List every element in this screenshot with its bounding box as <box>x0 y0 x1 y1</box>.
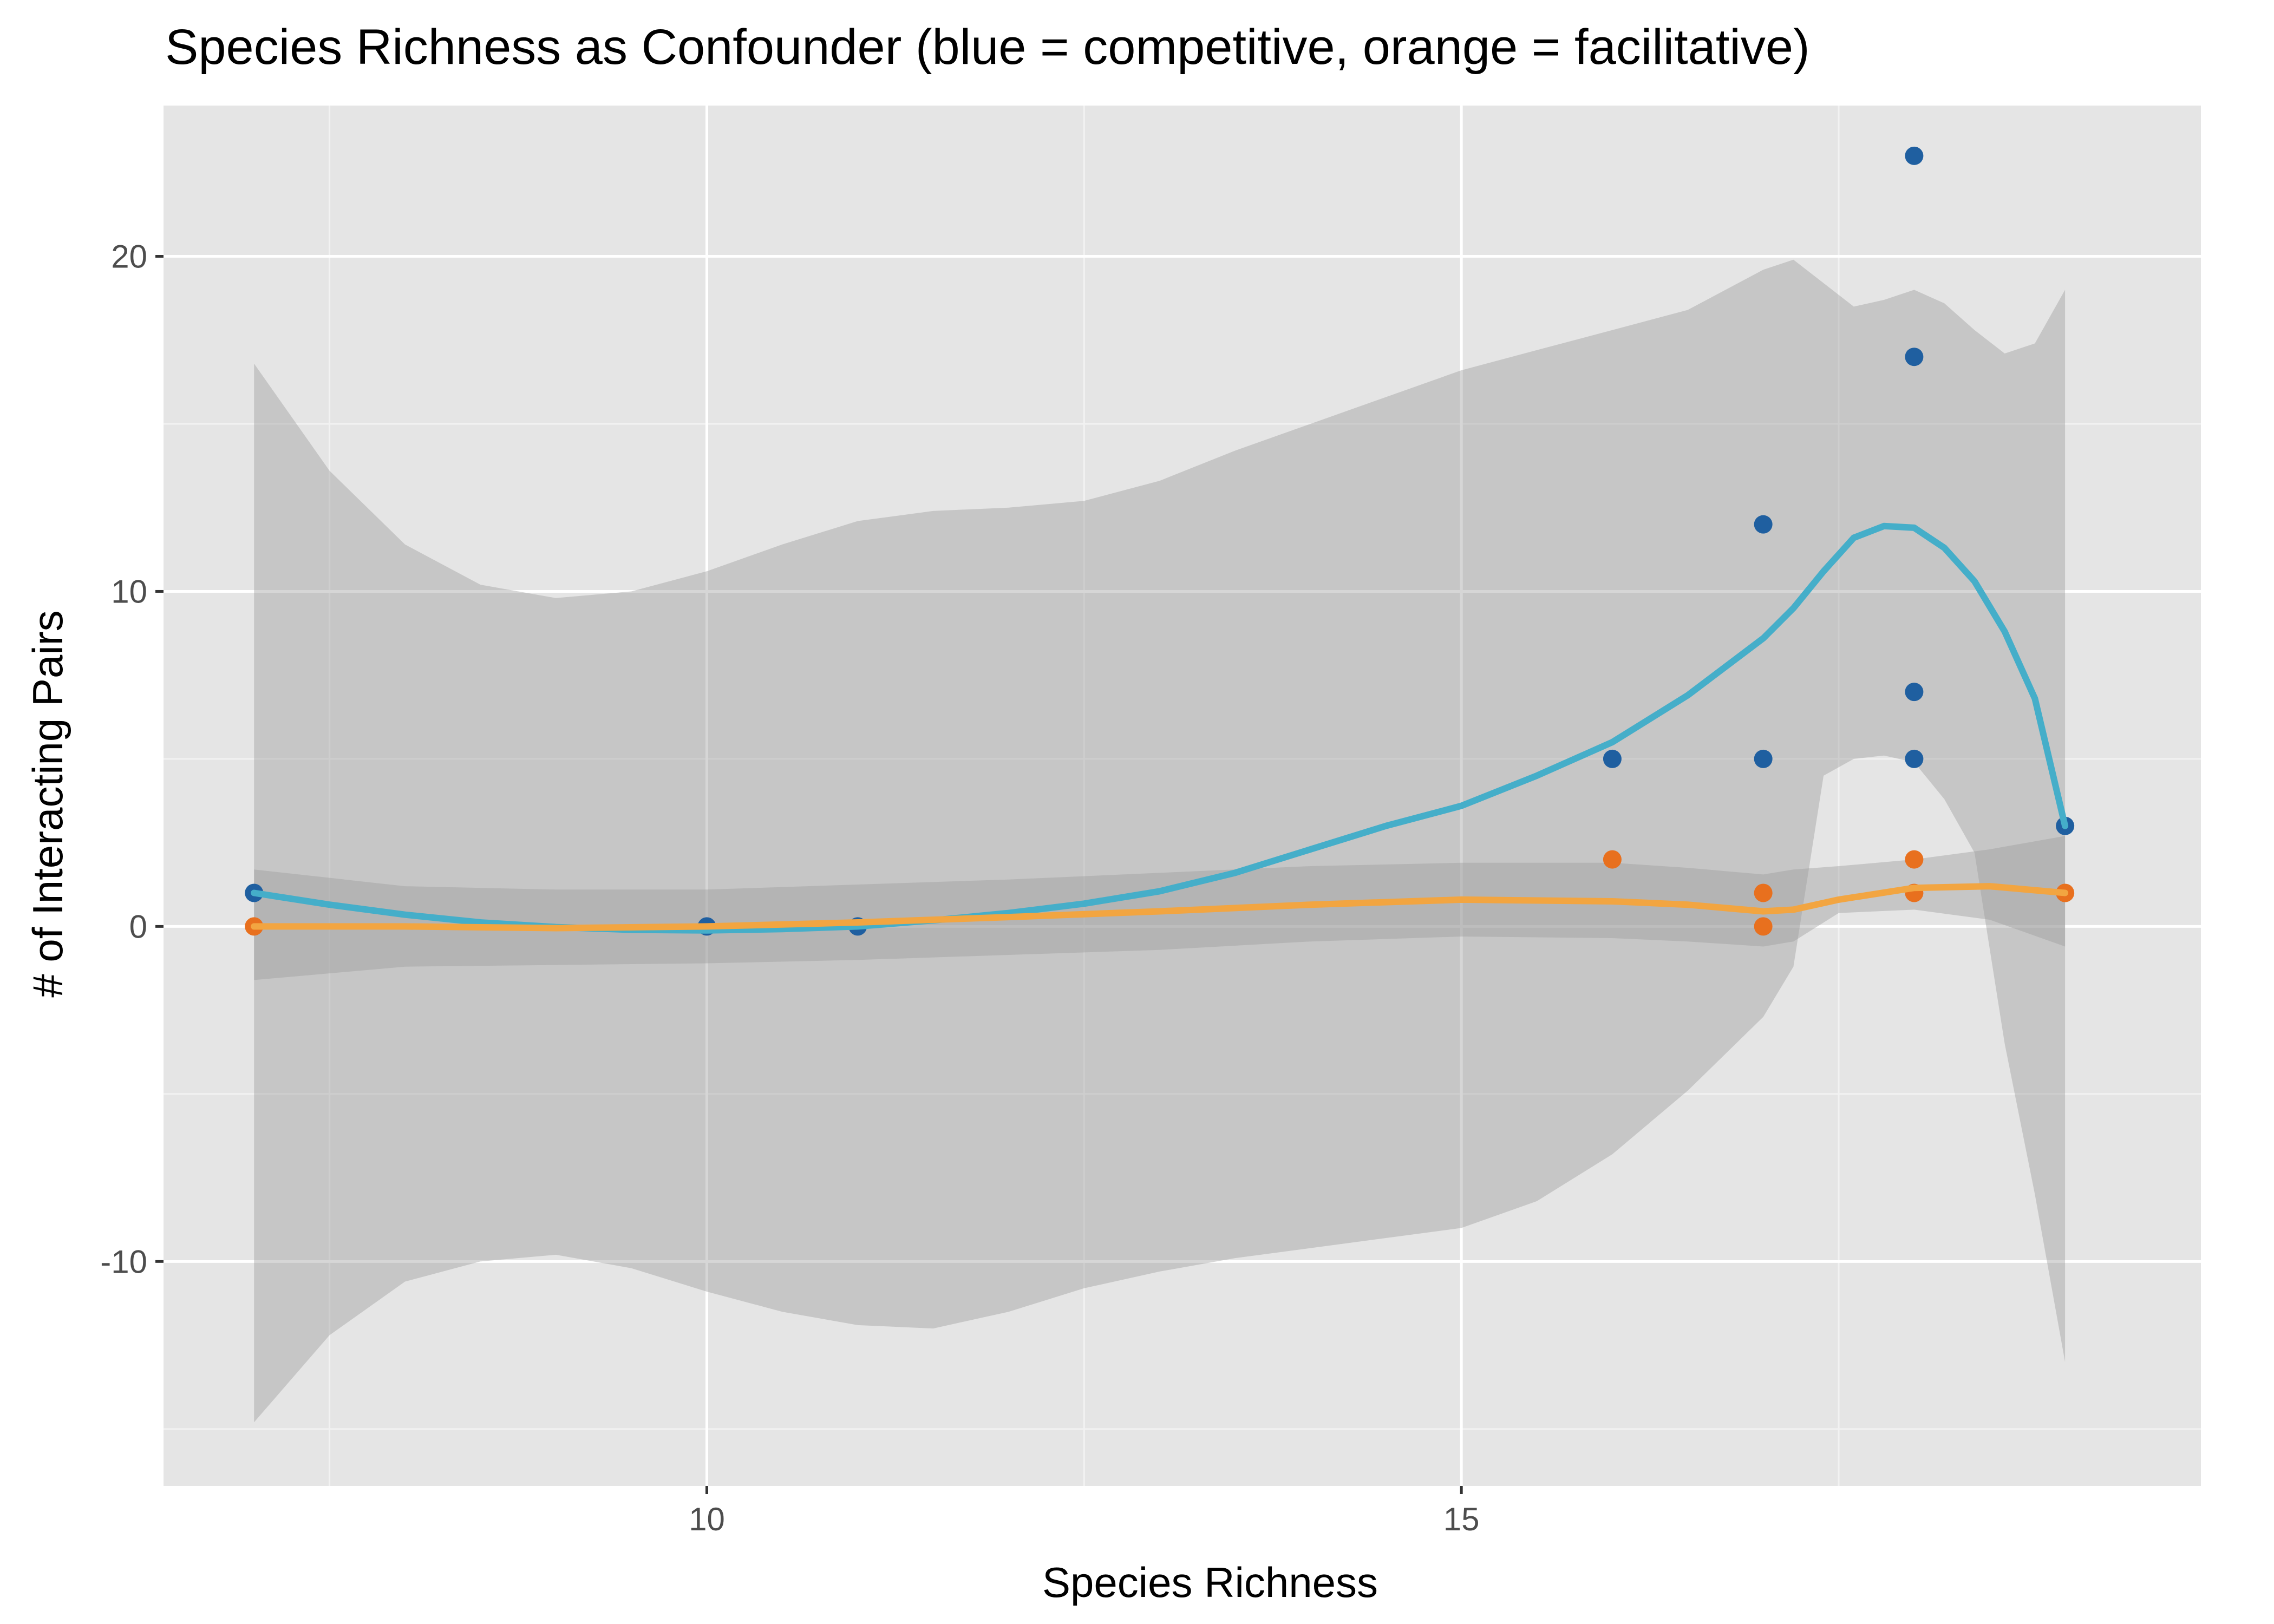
data-point-series-2 <box>1754 883 1773 902</box>
minor-gridlines <box>164 106 2201 1486</box>
y-tick-label: 0 <box>129 908 147 945</box>
data-point-series-1 <box>1905 683 1924 702</box>
smooth-lines <box>251 522 2069 934</box>
data-point-series-1 <box>1905 146 1924 165</box>
y-tick-label: 20 <box>111 239 147 275</box>
plot-panel <box>164 106 2201 1486</box>
data-point-series-1 <box>1905 348 1924 366</box>
data-point-series-2 <box>1905 850 1924 869</box>
data-point-series-1 <box>1754 749 1773 768</box>
data-point-series-1 <box>1905 749 1924 768</box>
confidence-bands <box>254 259 2066 1423</box>
y-tick-label: -10 <box>100 1243 147 1280</box>
x-tick-label: 15 <box>1443 1501 1480 1537</box>
confidence-band-2 <box>254 836 2066 980</box>
x-axis-label: Species Richness <box>1042 1558 1378 1606</box>
x-tick-label: 10 <box>689 1501 725 1537</box>
data-point-series-2 <box>1754 917 1773 936</box>
data-point-series-1 <box>1603 749 1622 768</box>
smooth-line-series-2 <box>251 883 2069 932</box>
data-point-series-1 <box>1754 515 1773 534</box>
confidence-band-1 <box>254 259 2066 1423</box>
axes: 10 15 -10 0 10 20 <box>100 239 1479 1537</box>
y-axis-label: # of Interacting Pairs <box>24 610 71 997</box>
chart-title: Species Richness as Confounder (blue = c… <box>165 19 1810 75</box>
y-tick-label: 10 <box>111 573 147 610</box>
data-point-series-2 <box>1603 850 1622 869</box>
